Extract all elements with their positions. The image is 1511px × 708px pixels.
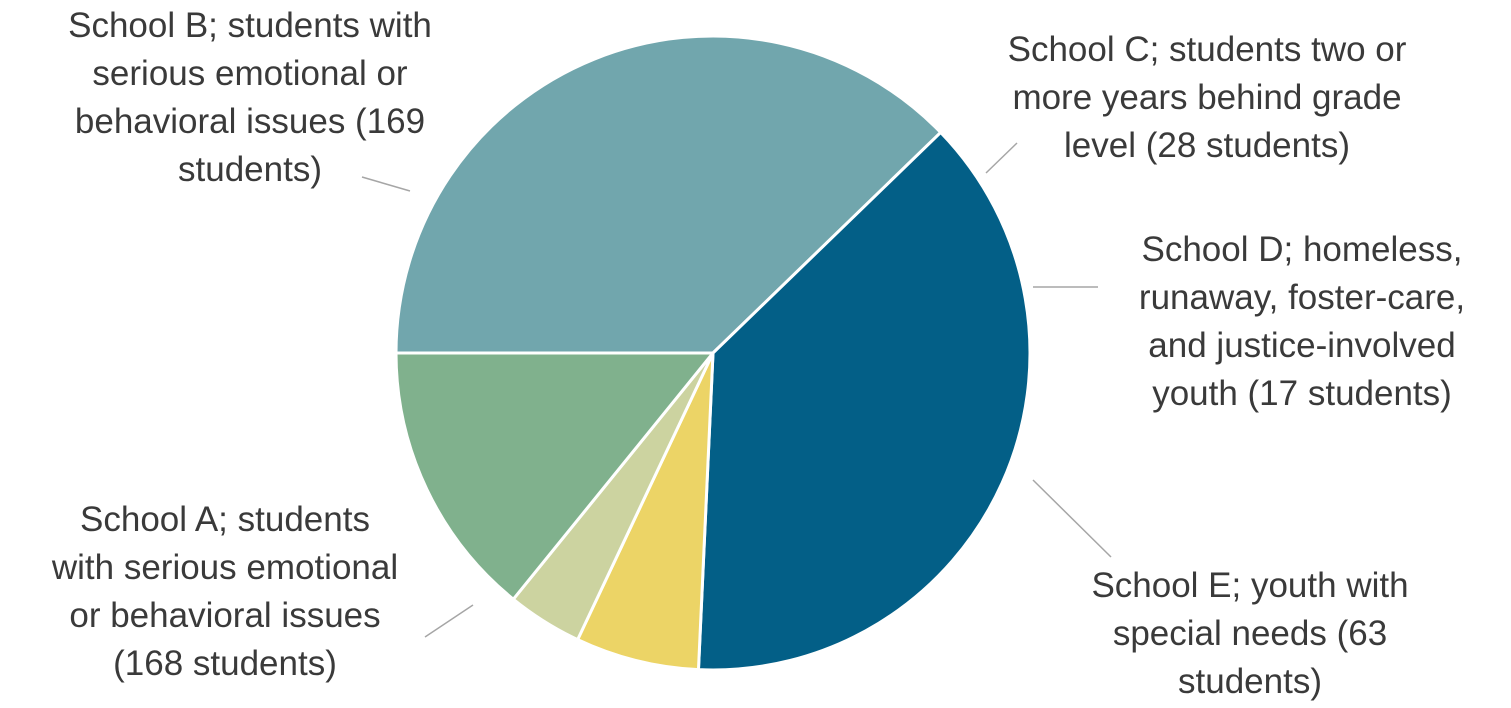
label-line: more years behind grade [1012,78,1402,117]
slice-label-school-c: School C; students two or more years beh… [952,26,1462,170]
slice-label-school-e: School E; youth with special needs (63 s… [1040,562,1460,706]
label-line: youth (17 students) [1152,374,1452,413]
leader-line-school-b [361,176,411,192]
label-line: students) [1178,662,1322,701]
label-line: School D; homeless, [1141,230,1463,269]
label-line: level (28 students) [1064,126,1350,165]
pie-slice-school-c [576,351,715,672]
label-line: with serious emotional [51,548,399,587]
leader-lines [361,142,1112,638]
label-line: School E; youth with [1091,566,1409,605]
label-line: behavioral issues (169 [74,102,426,141]
leader-line-school-c [985,142,1018,174]
label-line: School C; students two or [1007,30,1407,69]
pie-slice-school-a [394,34,943,355]
label-line: (168 students) [113,644,337,683]
slice-label-school-d: School D; homeless, runaway, foster-care… [1102,226,1502,418]
label-line: School A; students [80,500,370,539]
slice-label-school-b: School B; students with serious emotiona… [20,2,480,194]
label-line: serious emotional or [92,54,408,93]
slice-label-school-a: School A; students with serious emotiona… [10,496,440,688]
pie-slice-school-e [394,351,715,601]
pie-slice-school-b [696,130,1032,672]
label-line: students) [178,150,322,189]
label-line: runaway, foster-care, [1138,278,1466,317]
label-line: special needs (63 [1112,614,1388,653]
leader-line-school-a [424,604,474,638]
label-line: School B; students with [68,6,432,45]
pie-slices [394,34,1032,672]
label-line: or behavioral issues [69,596,381,635]
label-line: and justice-involved [1148,326,1456,365]
leader-line-school-e [1032,479,1112,558]
